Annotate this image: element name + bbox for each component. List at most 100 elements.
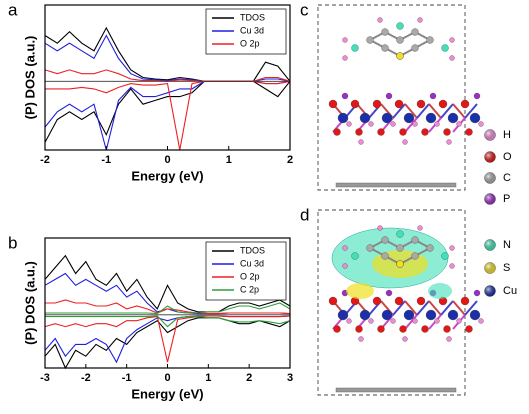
atom	[417, 225, 423, 231]
atom	[359, 112, 371, 124]
x-axis-label: Energy (eV)	[131, 168, 203, 183]
atom	[377, 17, 383, 23]
x-tick-label: 0	[164, 372, 170, 384]
atom	[449, 245, 455, 251]
atom	[342, 37, 348, 43]
bond	[404, 314, 418, 330]
atom	[333, 325, 341, 333]
structure-panel: d	[300, 205, 484, 396]
atom	[402, 139, 408, 145]
atom	[351, 44, 359, 52]
atom	[337, 112, 349, 124]
atom	[328, 296, 338, 306]
atom	[390, 121, 396, 127]
charts: -2 -1 0 1 2 Energy (eV) (P) DOS (a.u.) a TDOS Cu …	[8, 0, 293, 401]
legend: TDOS Cu 3d O 2p C 2p	[205, 241, 287, 301]
cell-box	[317, 4, 466, 191]
atom	[411, 28, 419, 36]
atom	[443, 325, 451, 333]
atom	[411, 236, 419, 244]
atom	[456, 318, 462, 324]
atom	[381, 44, 389, 52]
atom	[358, 336, 364, 342]
y-axis-label: (P) DOS (a.u.)	[22, 261, 37, 345]
atom	[366, 244, 374, 252]
atom-label: S	[503, 262, 510, 274]
atom	[438, 99, 448, 109]
atom	[358, 139, 364, 145]
atom	[372, 99, 382, 109]
bond	[416, 300, 430, 316]
atom	[417, 17, 423, 23]
atom-label: C	[503, 172, 511, 184]
atom	[447, 112, 459, 124]
atom	[426, 36, 434, 44]
atom	[416, 99, 426, 109]
atom	[366, 36, 374, 44]
structures: cd	[300, 0, 484, 396]
x-tick-label: 0	[164, 154, 170, 166]
x-tick-label: 1	[226, 154, 232, 166]
bond	[404, 117, 418, 133]
atom	[421, 128, 429, 136]
bond	[440, 103, 454, 119]
atom-shine	[484, 129, 496, 141]
structure-panel: c	[300, 0, 484, 191]
atom	[355, 128, 363, 136]
atom	[385, 289, 393, 297]
atom	[381, 112, 393, 124]
legend-label: O 2p	[240, 271, 260, 281]
atom	[434, 318, 440, 324]
atom	[381, 309, 393, 321]
atom	[394, 296, 404, 306]
atom	[429, 92, 437, 100]
atom	[341, 92, 349, 100]
atom	[372, 296, 382, 306]
atom	[337, 309, 349, 321]
atom	[478, 318, 484, 324]
atom	[350, 99, 360, 109]
legend-label: O 2p	[240, 38, 260, 48]
graphene	[335, 387, 457, 393]
panel-label: a	[8, 0, 18, 19]
dos-line	[44, 80, 291, 151]
atom	[426, 244, 434, 252]
atom	[441, 44, 449, 52]
x-tick-label: 1	[205, 372, 211, 384]
x-tick-label: -2	[40, 154, 50, 166]
atom	[416, 296, 426, 306]
atom	[359, 309, 371, 321]
atom-shine	[484, 285, 496, 297]
atom	[425, 309, 437, 321]
atom	[377, 225, 383, 231]
bond	[428, 300, 442, 316]
atom	[342, 245, 348, 251]
atom	[396, 36, 404, 44]
legend: TDOS Cu 3d O 2p	[205, 8, 287, 55]
atom	[446, 336, 452, 342]
atom	[478, 121, 484, 127]
atom	[441, 252, 449, 260]
atom	[412, 318, 418, 324]
x-tick-label: -1	[101, 154, 111, 166]
atom	[385, 92, 393, 100]
legend-label: C 2p	[240, 284, 259, 294]
atom-label: O	[503, 151, 512, 163]
atom	[342, 263, 348, 269]
atom	[434, 121, 440, 127]
atom	[381, 236, 389, 244]
x-tick-label: 3	[287, 372, 293, 384]
y-axis-label: (P) DOS (a.u.)	[22, 36, 37, 120]
bond	[392, 103, 406, 119]
bond	[464, 103, 478, 119]
dos-line	[45, 302, 291, 315]
atom	[396, 244, 404, 252]
bond	[404, 103, 418, 119]
charge-cloud	[346, 283, 374, 299]
atom	[425, 112, 437, 124]
legend-label: Cu 3d	[240, 258, 264, 268]
atom	[381, 252, 389, 260]
graphene	[335, 182, 457, 188]
atom	[342, 55, 348, 61]
